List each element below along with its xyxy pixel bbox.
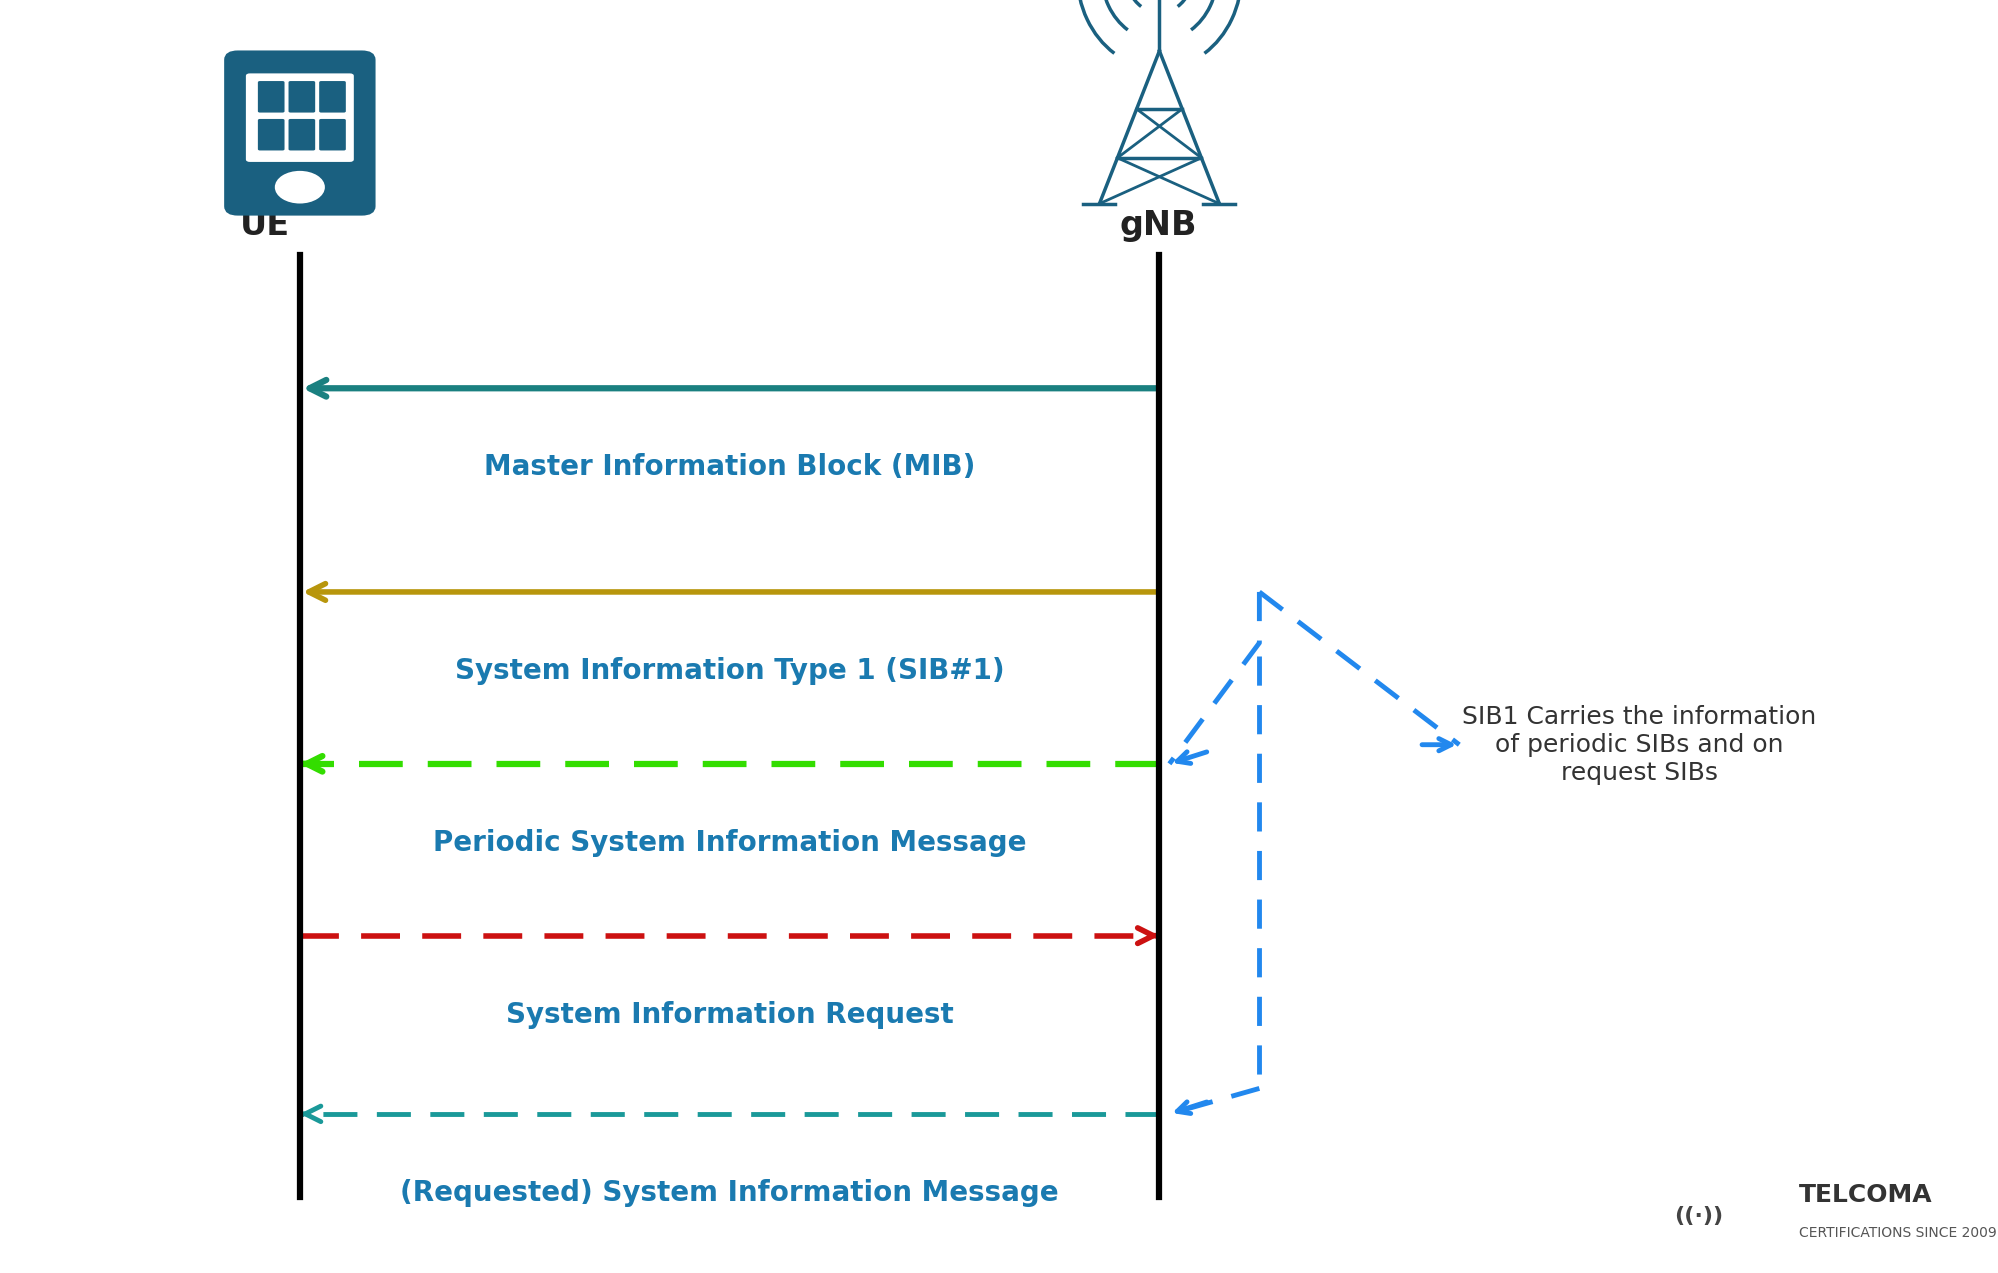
FancyBboxPatch shape — [320, 81, 346, 112]
FancyBboxPatch shape — [258, 81, 284, 112]
Circle shape — [276, 172, 324, 202]
Text: gNB: gNB — [1119, 209, 1197, 242]
Text: System Information Request: System Information Request — [505, 1001, 953, 1029]
Text: ((·)): ((·)) — [1674, 1206, 1722, 1226]
Text: SIB1 Carries the information
of periodic SIBs and on
request SIBs: SIB1 Carries the information of periodic… — [1461, 705, 1816, 784]
FancyBboxPatch shape — [258, 118, 284, 150]
FancyBboxPatch shape — [320, 118, 346, 150]
FancyBboxPatch shape — [288, 81, 316, 112]
Text: CERTIFICATIONS SINCE 2009: CERTIFICATIONS SINCE 2009 — [1798, 1226, 1996, 1240]
Text: (Requested) System Information Message: (Requested) System Information Message — [400, 1179, 1059, 1207]
Text: Master Information Block (MIB): Master Information Block (MIB) — [484, 453, 975, 481]
FancyBboxPatch shape — [226, 52, 374, 214]
FancyBboxPatch shape — [246, 74, 354, 162]
Text: UE: UE — [240, 209, 290, 242]
Text: System Information Type 1 (SIB#1): System Information Type 1 (SIB#1) — [456, 657, 1003, 685]
Text: Periodic System Information Message: Periodic System Information Message — [434, 829, 1025, 857]
Text: TELCOMA: TELCOMA — [1798, 1183, 1932, 1207]
FancyBboxPatch shape — [288, 118, 316, 150]
